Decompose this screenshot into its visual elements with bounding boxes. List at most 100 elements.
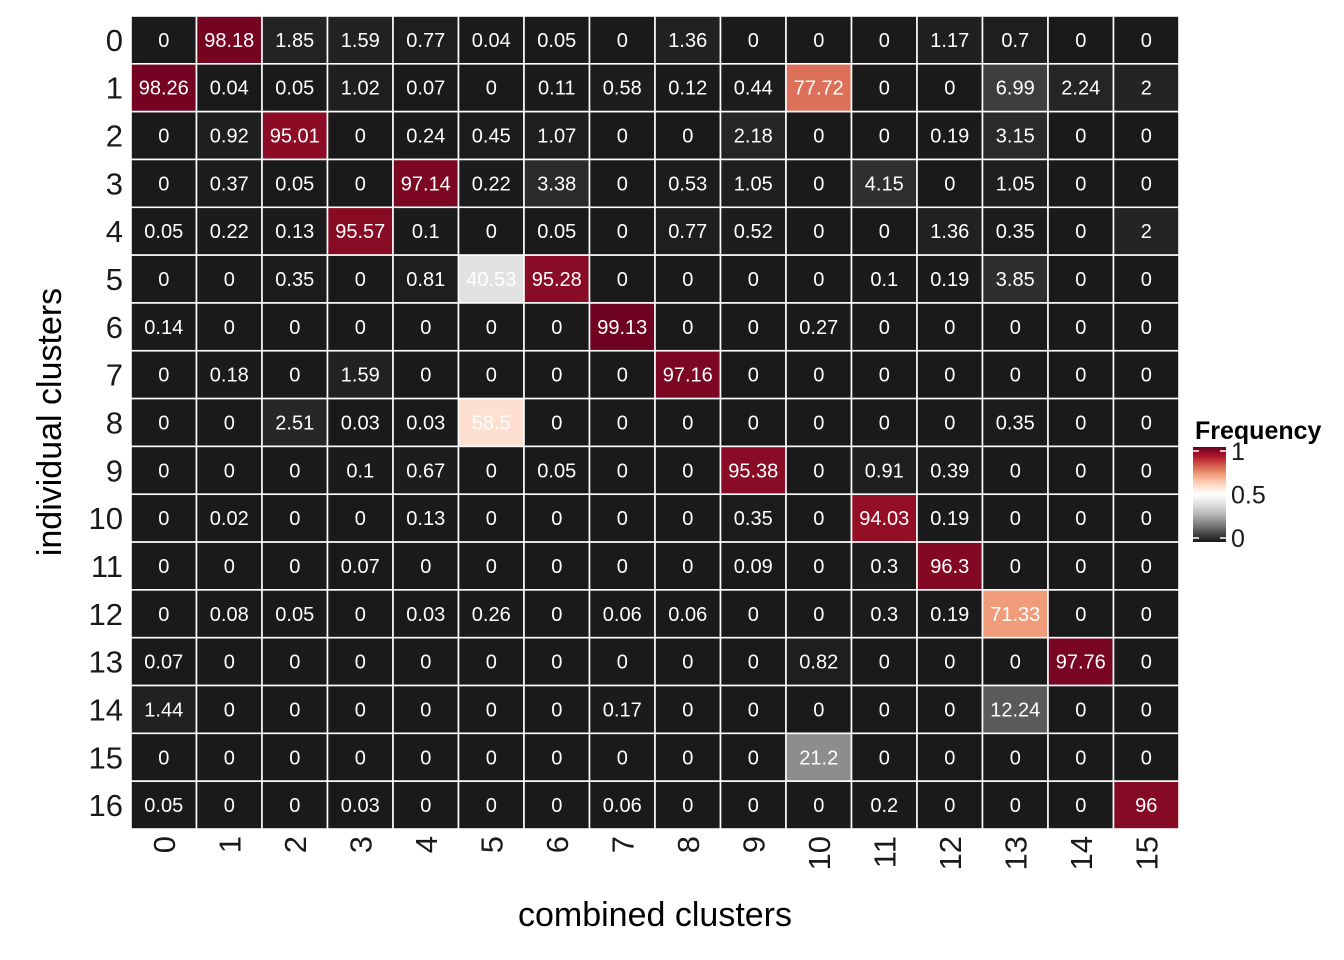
cell-value-label: 0.07 [341, 556, 380, 578]
cell-value-label: 0 [682, 269, 693, 291]
heatmap-cell [1047, 254, 1115, 304]
legend-tick-label: 0.5 [1231, 482, 1266, 510]
cell-value-label: 0 [1141, 460, 1152, 482]
cell-value-label: 0.03 [341, 413, 380, 435]
x-tick-label: 13 [998, 836, 1033, 870]
heatmap-cell [654, 732, 722, 782]
cell-value-label: 0 [355, 173, 366, 195]
cell-value-label: 0 [748, 413, 759, 435]
heatmap-cell [195, 589, 263, 639]
heatmap-cell [719, 589, 787, 639]
heatmap-cell [326, 349, 394, 400]
cell-value-label: 0 [1075, 747, 1086, 769]
y-axis-title: individual clusters [31, 288, 69, 556]
heatmap-cell [130, 63, 198, 113]
heatmap-cell [457, 397, 525, 448]
cell-value-label: 0 [158, 413, 169, 435]
heatmap-cell [1112, 206, 1180, 256]
cell-value-label: 0 [1141, 556, 1152, 578]
cell-value-label: 0 [748, 795, 759, 817]
y-tick-label: 2 [106, 119, 123, 154]
cell-value-label: 97.14 [401, 173, 451, 195]
cell-value-label: 0 [1075, 604, 1086, 626]
cell-value-label: 0 [1075, 795, 1086, 817]
cell-value-label: 0 [289, 652, 300, 674]
cell-value-label: 0 [158, 269, 169, 291]
cell-value-label: 12.24 [990, 699, 1040, 721]
heatmap-cell [523, 349, 591, 400]
cell-value-label: 0 [748, 747, 759, 769]
y-tick-label: 16 [89, 788, 123, 823]
cell-value-label: 95.57 [335, 221, 385, 243]
cell-value-label: 0 [486, 317, 497, 339]
cell-value-label: 0 [158, 460, 169, 482]
cell-value-label: 0 [748, 365, 759, 387]
cell-value-label: 0 [1141, 604, 1152, 626]
cell-value-label: 0 [748, 652, 759, 674]
legend-tick-label: 0 [1231, 525, 1245, 553]
heatmap-cell [719, 636, 787, 687]
heatmap-cell [719, 780, 787, 830]
heatmap-cell [457, 445, 525, 496]
cell-value-label: 0 [944, 699, 955, 721]
cell-value-label: 0 [486, 460, 497, 482]
cell-value-label: 0.03 [406, 413, 445, 435]
heatmap-cell [981, 302, 1049, 352]
legend-title: Frequency [1195, 417, 1322, 445]
heatmap-cell [457, 732, 525, 782]
cell-value-label: 0.06 [668, 604, 707, 626]
cell-value-label: 0 [420, 699, 431, 721]
heatmap-cell [130, 302, 198, 352]
cell-value-label: 0 [551, 699, 562, 721]
heatmap-cell [195, 206, 263, 256]
y-tick-label: 5 [106, 262, 123, 297]
cell-value-label: 0.92 [210, 126, 249, 148]
heatmap-cell [588, 254, 656, 304]
cell-value-label: 0 [158, 173, 169, 195]
cell-value-label: 0 [813, 173, 824, 195]
heatmap-cell [523, 254, 591, 304]
cell-value-label: 0 [1141, 365, 1152, 387]
cell-value-label: 0 [224, 652, 235, 674]
heatmap-cell [719, 15, 787, 65]
cell-value-label: 0 [551, 795, 562, 817]
heatmap-cell [261, 158, 329, 209]
cell-value-label: 0 [224, 699, 235, 721]
cell-value-label: 0 [682, 126, 693, 148]
heatmap-cell [981, 349, 1049, 400]
y-tick-label: 7 [106, 358, 123, 393]
heatmap-cell [588, 15, 656, 65]
cell-value-label: 0.19 [930, 269, 969, 291]
cell-value-label: 0.17 [603, 699, 642, 721]
heatmap-cell [130, 780, 198, 830]
cell-value-label: 0 [682, 508, 693, 530]
cell-value-label: 98.18 [204, 30, 254, 52]
cell-value-label: 0.1 [346, 460, 374, 482]
cell-value-label: 0 [813, 365, 824, 387]
heatmap-cell [326, 254, 394, 304]
cell-value-label: 0 [1075, 508, 1086, 530]
cell-value-label: 0.77 [668, 221, 707, 243]
heatmap-cell [523, 780, 591, 830]
heatmap-cell [261, 349, 329, 400]
cell-value-label: 0 [748, 30, 759, 52]
cell-value-label: 0.06 [603, 604, 642, 626]
heatmap-cell [195, 684, 263, 735]
heatmap-cell [457, 493, 525, 543]
cell-value-label: 0.04 [210, 78, 249, 100]
heatmap-cell [654, 206, 722, 256]
heatmap-cell [261, 302, 329, 352]
heatmap-cell [261, 397, 329, 448]
cell-value-label: 0 [1075, 460, 1086, 482]
cell-value-label: 2 [1141, 221, 1152, 243]
heatmap-cell [916, 158, 984, 209]
heatmap-cell [1047, 541, 1115, 591]
heatmap-cell [654, 349, 722, 400]
cell-value-label: 0 [158, 604, 169, 626]
cell-value-label: 0 [1010, 508, 1021, 530]
cell-value-label: 0.08 [210, 604, 249, 626]
cell-value-label: 99.13 [597, 317, 647, 339]
heatmap-cell [916, 684, 984, 735]
heatmap-cell [1047, 684, 1115, 735]
